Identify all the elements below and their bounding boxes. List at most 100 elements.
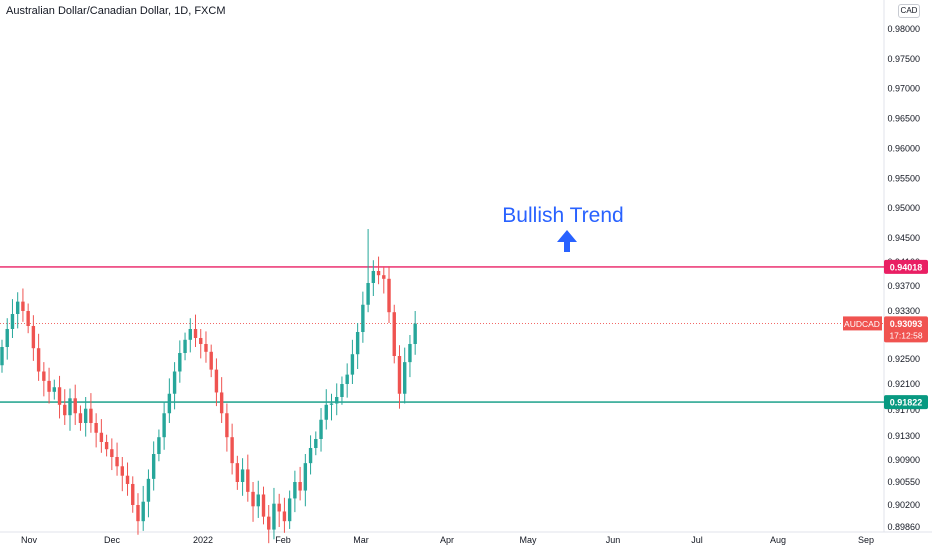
candle-body bbox=[167, 393, 172, 414]
candle-body bbox=[83, 408, 88, 423]
symbol-tag-label: AUDCAD bbox=[844, 319, 880, 329]
candle-body bbox=[387, 278, 391, 313]
x-tick-label: Jul bbox=[691, 535, 703, 545]
candle-body bbox=[303, 463, 308, 491]
candle-body bbox=[319, 419, 323, 439]
candle-body bbox=[256, 494, 260, 507]
arrow-up-icon bbox=[557, 230, 577, 252]
x-tick-label: Feb bbox=[275, 535, 291, 545]
candle-body bbox=[188, 329, 192, 340]
candle-body bbox=[376, 271, 381, 276]
candle-body bbox=[10, 314, 15, 329]
candle-body bbox=[199, 338, 203, 344]
arrow-up-icon-shape bbox=[557, 230, 577, 252]
candle-body bbox=[240, 469, 245, 482]
candle-body bbox=[298, 482, 302, 491]
candle-body bbox=[293, 482, 297, 499]
candle-body bbox=[324, 404, 328, 420]
y-tick-label: 0.94500 bbox=[887, 233, 920, 243]
candle-body bbox=[115, 457, 119, 467]
x-tick-label: May bbox=[519, 535, 537, 545]
x-tick-label: Dec bbox=[104, 535, 121, 545]
candle-body bbox=[308, 448, 313, 464]
y-tick-label: 0.91300 bbox=[887, 431, 920, 441]
candle-body bbox=[225, 413, 229, 438]
candle-body bbox=[36, 348, 41, 372]
candle-body bbox=[282, 511, 287, 522]
y-tick-label: 0.93700 bbox=[887, 281, 920, 291]
candle-body bbox=[350, 354, 355, 375]
candle-body bbox=[251, 491, 255, 507]
candle-body bbox=[125, 475, 130, 484]
candle-body bbox=[397, 356, 402, 394]
candle-body bbox=[47, 380, 51, 392]
candle-body bbox=[345, 374, 349, 384]
candle-body bbox=[204, 344, 208, 352]
candle-body bbox=[99, 432, 104, 442]
candle-body bbox=[172, 371, 177, 394]
candle-body bbox=[267, 516, 271, 530]
candle-body bbox=[42, 371, 46, 381]
candle-body bbox=[151, 454, 156, 479]
candle-body bbox=[21, 301, 25, 311]
annotation-text: Bullish Trend bbox=[502, 204, 623, 227]
candle-body bbox=[162, 413, 166, 438]
candle-body bbox=[214, 369, 219, 393]
y-tick-label: 0.95000 bbox=[887, 203, 920, 213]
candle-body bbox=[392, 312, 396, 356]
candle-body bbox=[193, 329, 198, 338]
candle-body bbox=[120, 466, 124, 476]
candle-body bbox=[277, 503, 281, 512]
candle-body bbox=[94, 423, 98, 433]
candle-body bbox=[382, 275, 386, 279]
candle-body bbox=[146, 478, 151, 502]
candle-body bbox=[141, 501, 145, 522]
y-tick-label: 0.89860 bbox=[887, 522, 920, 532]
y-tick-label: 0.95500 bbox=[887, 173, 920, 183]
candle-body bbox=[136, 505, 140, 522]
currency-badge[interactable]: CAD bbox=[898, 4, 920, 18]
candle-body bbox=[408, 344, 412, 363]
candle-body bbox=[335, 397, 339, 404]
y-tick-label: 0.90900 bbox=[887, 455, 920, 465]
countdown-label: 17:12:58 bbox=[889, 330, 922, 340]
candle-body bbox=[261, 494, 266, 517]
y-tick-label: 0.97500 bbox=[887, 54, 920, 64]
price-tag-label: 0.94018 bbox=[890, 262, 923, 272]
candle-body bbox=[78, 413, 83, 423]
candle-body bbox=[104, 442, 109, 450]
price-tag-label: 0.91822 bbox=[890, 398, 923, 408]
candle-body bbox=[329, 403, 334, 405]
y-tick-label: 0.90550 bbox=[887, 477, 920, 487]
candle-body bbox=[110, 449, 114, 457]
y-tick-label: 0.90200 bbox=[887, 500, 920, 510]
y-tick-label: 0.96500 bbox=[887, 114, 920, 124]
candle-body bbox=[209, 351, 213, 370]
candle-body bbox=[31, 326, 36, 349]
symbol-tag bbox=[843, 316, 882, 331]
x-tick-label: Sep bbox=[858, 535, 874, 545]
candle-body bbox=[131, 483, 135, 505]
candle-body bbox=[314, 439, 318, 448]
candle-body bbox=[0, 347, 4, 366]
candle-body bbox=[366, 283, 370, 305]
candle-body bbox=[355, 332, 360, 355]
y-tick-label: 0.91700 bbox=[887, 405, 920, 415]
last-price-tag bbox=[884, 316, 928, 343]
candle-body bbox=[361, 304, 365, 332]
chart-title: Australian Dollar/Canadian Dollar, 1D, F… bbox=[6, 5, 226, 17]
support-price-tag bbox=[884, 395, 928, 410]
candle-body bbox=[371, 271, 376, 283]
candle-body bbox=[63, 404, 67, 416]
x-tick-label: Nov bbox=[21, 535, 38, 545]
candle-body bbox=[235, 463, 240, 482]
y-tick-label: 0.96000 bbox=[887, 143, 920, 153]
candle-body bbox=[272, 503, 276, 530]
candle-body bbox=[157, 437, 161, 454]
x-tick-label: Aug bbox=[770, 535, 786, 545]
candle-body bbox=[57, 387, 62, 405]
candle-body bbox=[230, 437, 234, 464]
candle-body bbox=[26, 311, 30, 326]
